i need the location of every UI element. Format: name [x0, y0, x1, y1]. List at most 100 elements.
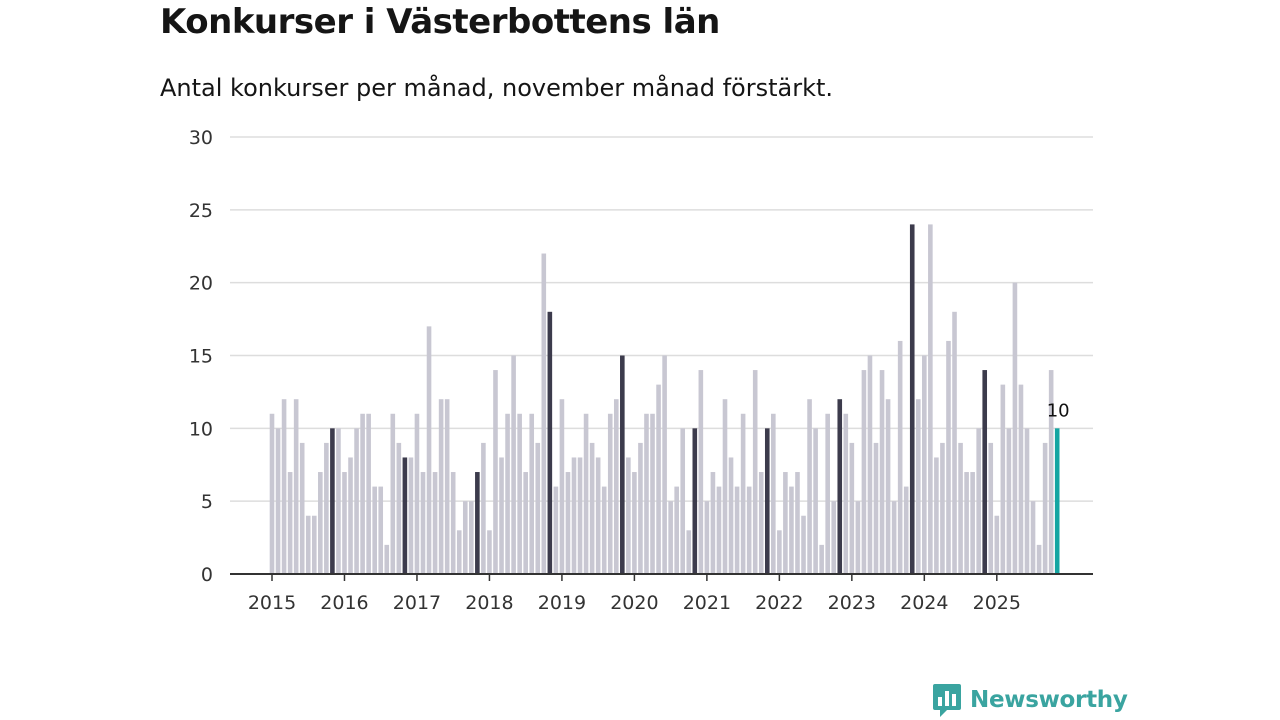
y-tick-label: 10 — [189, 418, 213, 440]
bar — [342, 472, 347, 574]
bar — [372, 486, 377, 574]
y-tick-label: 0 — [201, 564, 213, 586]
gridlines — [230, 136, 1093, 502]
bar — [934, 457, 939, 574]
bar — [311, 515, 317, 574]
bar — [752, 370, 758, 574]
bar — [789, 486, 794, 574]
bar — [293, 399, 299, 574]
bar — [450, 472, 456, 574]
bar — [915, 399, 921, 574]
bar-november — [909, 224, 915, 574]
bar — [976, 428, 981, 574]
bar — [613, 399, 619, 574]
bar — [469, 501, 474, 574]
bar — [843, 413, 849, 574]
bar-november — [620, 355, 625, 574]
bar — [269, 413, 275, 574]
x-tick-label: 2021 — [683, 592, 731, 614]
bar — [517, 413, 522, 574]
bar — [807, 399, 812, 574]
bar — [632, 472, 637, 574]
bar — [583, 413, 589, 574]
x-tick-label: 2025 — [973, 592, 1021, 614]
bar — [287, 472, 293, 574]
bar — [541, 253, 547, 575]
bar-november — [982, 370, 988, 574]
bar — [1036, 544, 1042, 574]
bar — [481, 442, 486, 574]
bar — [855, 501, 861, 574]
bar — [456, 530, 462, 574]
bar-current — [1054, 428, 1060, 574]
bar — [879, 370, 885, 574]
bar — [777, 530, 782, 574]
bar — [861, 370, 867, 574]
bar — [378, 486, 384, 574]
chart-subtitle: Antal konkurser per månad, november måna… — [160, 74, 834, 102]
bar — [831, 501, 837, 574]
bar — [1018, 384, 1024, 574]
bar — [940, 442, 945, 574]
bar — [964, 472, 969, 574]
bar — [559, 399, 565, 574]
bar — [674, 486, 679, 574]
bar — [680, 428, 686, 574]
bar — [686, 530, 692, 574]
bar — [704, 501, 710, 574]
bar — [650, 413, 655, 574]
bar-november — [475, 472, 480, 574]
bar — [444, 399, 450, 574]
bar — [656, 384, 661, 574]
bar-november — [692, 428, 698, 574]
axes — [230, 573, 1093, 581]
bar — [710, 472, 716, 574]
bar — [348, 457, 353, 574]
bar — [734, 486, 740, 574]
bar — [638, 442, 643, 574]
bar — [903, 486, 909, 574]
bar — [366, 413, 371, 574]
bar — [801, 515, 806, 574]
y-tick-label: 30 — [189, 127, 213, 149]
bar — [644, 413, 649, 574]
bar — [771, 413, 776, 574]
bar — [324, 442, 329, 574]
bar — [849, 442, 855, 574]
bar — [825, 413, 830, 574]
bar — [426, 326, 432, 574]
bar-november — [402, 457, 408, 574]
x-tick-label: 2015 — [248, 592, 296, 614]
bars — [269, 224, 1060, 575]
bar — [523, 472, 528, 574]
x-tick-label: 2022 — [755, 592, 803, 614]
bar — [1012, 282, 1018, 574]
bar — [740, 413, 746, 574]
bar — [571, 457, 577, 574]
bar — [607, 413, 613, 574]
bar — [487, 530, 492, 574]
bar — [414, 413, 420, 574]
bar — [819, 544, 824, 574]
brand-name: Newsworthy — [970, 687, 1128, 713]
bar — [493, 370, 498, 574]
bar — [795, 472, 800, 574]
bar — [728, 457, 734, 574]
bar — [1048, 370, 1054, 574]
bar — [438, 399, 444, 574]
bar — [360, 413, 365, 574]
bar — [499, 457, 504, 574]
x-tick-label: 2018 — [465, 592, 513, 614]
bar — [988, 442, 994, 574]
bar — [891, 501, 897, 574]
bar — [553, 486, 559, 574]
bar — [505, 413, 510, 574]
bar — [336, 428, 341, 574]
bar — [275, 428, 281, 574]
y-tick-label: 20 — [189, 273, 213, 295]
bar-november — [547, 311, 553, 574]
bar — [384, 544, 390, 574]
x-tick-label: 2024 — [900, 592, 948, 614]
bar — [354, 428, 359, 574]
